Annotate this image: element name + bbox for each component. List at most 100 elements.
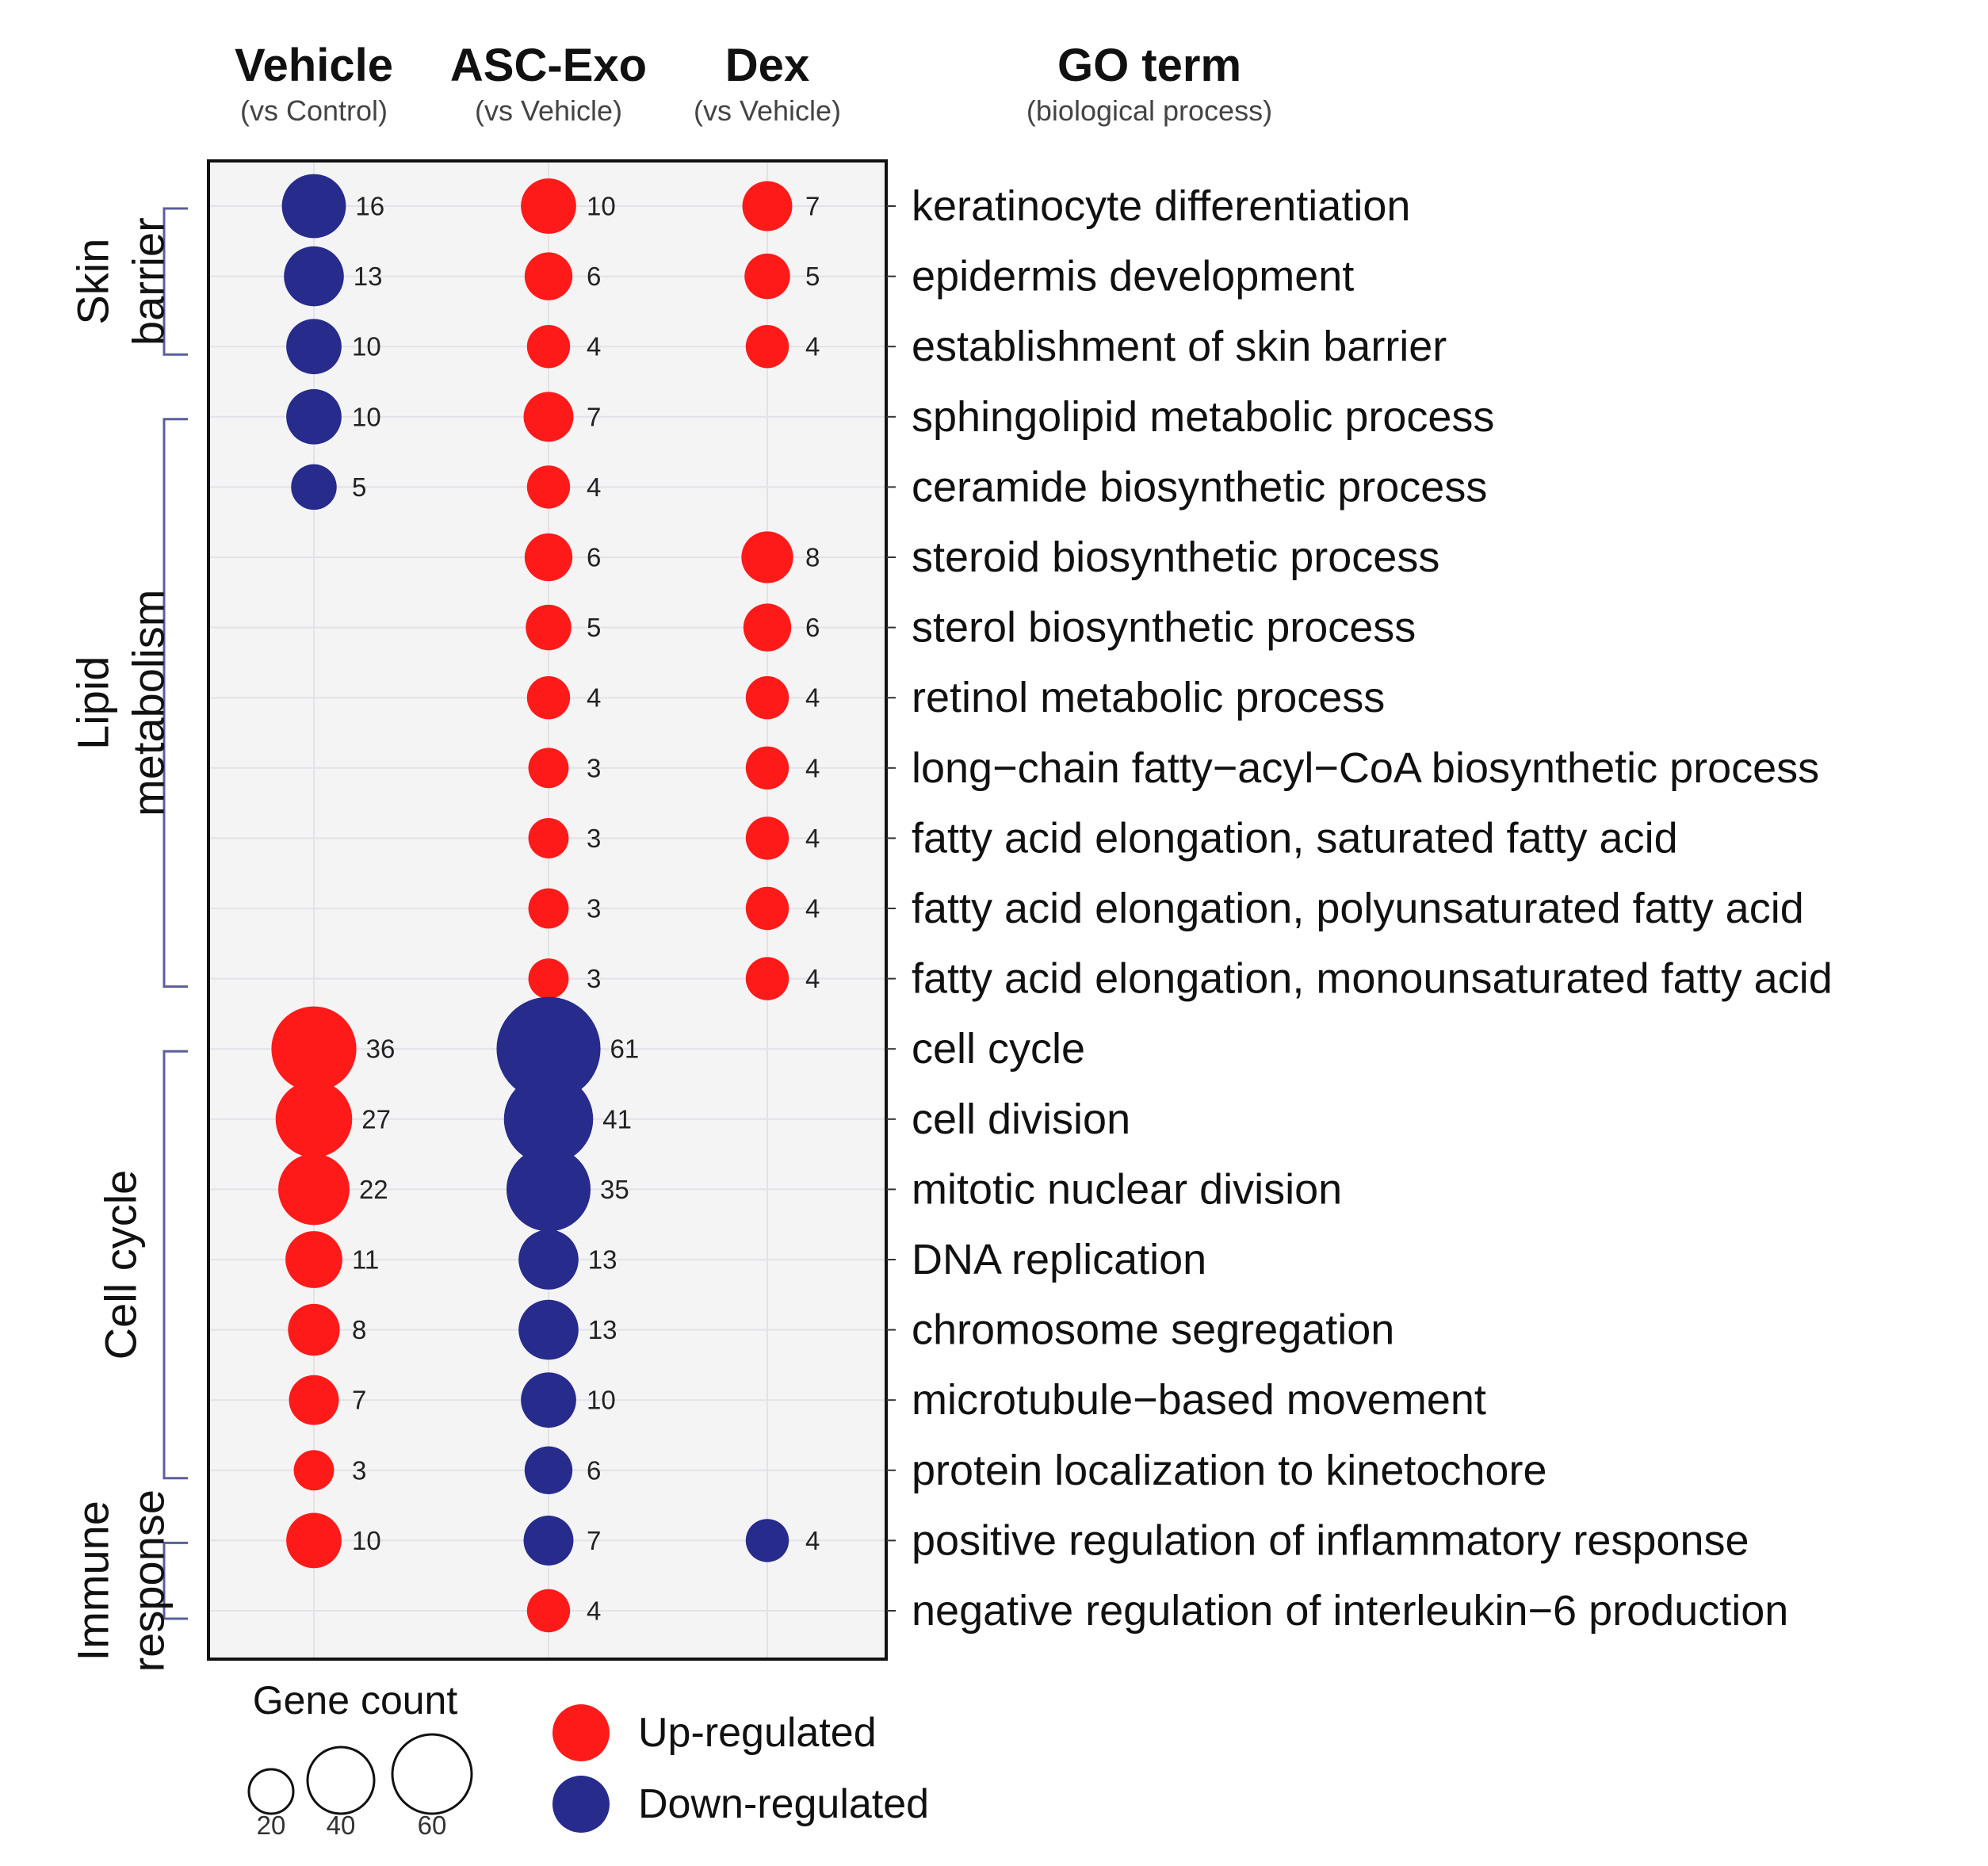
legend-size-title: Gene count [253,1678,458,1723]
go-term-label: long−chain fatty−acyl−CoA biosynthetic p… [912,744,1819,792]
go-term-label: cell cycle [912,1025,1085,1073]
go-term-label: sphingolipid metabolic process [912,393,1494,441]
group-label: response [124,1489,174,1672]
count-label: 6 [587,262,601,291]
group-label: Cell cycle [96,1170,146,1360]
count-label: 3 [587,824,601,853]
go-term-label: negative regulation of interleukin−6 pro… [912,1587,1788,1635]
group-label: Immune [68,1501,118,1661]
go-term-label: retinol metabolic process [912,674,1385,721]
group-label: Lipid [68,656,118,750]
bubble-up [288,1303,340,1356]
count-label: 27 [361,1104,391,1134]
count-label: 41 [602,1104,632,1134]
count-label: 13 [588,1315,617,1344]
legend-down-swatch [552,1776,610,1833]
count-label: 4 [805,824,820,853]
count-label: 8 [352,1315,366,1344]
column-title: GO term [1057,40,1241,91]
count-label: 10 [587,192,616,221]
go-term-label: fatty acid elongation, monounsaturated f… [912,955,1833,1003]
bubble-up [271,1006,357,1092]
bubble-up [745,957,789,1000]
group-label: metabolism [124,590,174,816]
bubble-up [528,817,569,858]
count-label: 35 [600,1175,629,1204]
count-label: 7 [587,402,601,431]
column-title: ASC-Exo [450,40,647,91]
count-label: 36 [366,1034,396,1064]
bubble-up [743,603,792,652]
bubble-up [745,325,789,369]
bubble-down [521,1372,576,1428]
column-subtitle: (vs Vehicle) [694,94,841,127]
legend-size-circle [247,1768,295,1815]
count-label: 10 [352,332,381,361]
count-label: 13 [354,262,383,291]
group-label: barrier [124,217,174,346]
bubble-down [281,174,346,239]
group-brackets: Skin barrier Lipid metabolism Cell cycle Immu… [68,207,188,1672]
bubble-down [745,1519,789,1562]
go-term-label: cell division [912,1096,1130,1143]
legend-size-value: 20 [257,1811,286,1840]
column-title: Dex [725,40,809,91]
count-label: 5 [352,472,366,502]
bubble-down [523,1515,574,1566]
bubble-up [521,178,576,234]
count-label: 4 [805,1526,820,1555]
count-label: 4 [587,683,601,713]
go-term-label: keratinocyte differentiation [912,182,1410,230]
bubble-up [524,533,573,582]
go-term-label: protein localization to kinetochore [912,1447,1546,1494]
count-label: 4 [805,683,820,713]
go-term-label: chromosome segregation [912,1306,1394,1354]
count-label: 3 [587,753,601,782]
count-label: 5 [587,613,601,642]
group-bracket [162,1050,188,1480]
count-label: 7 [587,1526,601,1555]
bubble-up [278,1153,350,1226]
legend-up-label: Up-regulated [638,1710,877,1756]
count-label: 6 [587,1455,601,1485]
column-headers: Vehicle(vs Control)ASC-Exo(vs Vehicle)De… [235,40,1272,127]
go-term-label: DNA replication [912,1236,1206,1283]
bubble-up [524,252,573,300]
bubble-down [503,1074,594,1164]
column-subtitle: (biological process) [1026,94,1272,127]
legend-down-label: Down-regulated [638,1781,929,1827]
count-label: 5 [805,262,820,291]
column-title: Vehicle [235,40,393,91]
bubble-up [745,676,789,720]
count-label: 61 [610,1034,640,1064]
bubble-up [293,1450,335,1491]
count-label: 16 [355,192,384,221]
group-label: Skin [68,239,118,325]
bubble-up [528,888,569,929]
group-bracket [162,418,188,988]
bubble-down [518,1229,579,1290]
bubble-up [742,181,793,231]
bubble-up [526,676,571,720]
bubble-up [285,1231,342,1288]
legend-size-circle [306,1746,376,1815]
count-label: 4 [587,1596,601,1626]
go-term-label: ceramide biosynthetic process [912,463,1487,510]
bubble-up [289,1375,339,1425]
bubble-down [286,319,342,375]
go-term-label: steroid biosynthetic process [912,533,1439,581]
count-label: 7 [352,1386,366,1415]
count-label: 6 [805,613,820,642]
legend: Gene count 20 40 60 Up-regulated Down-regulat… [247,1678,929,1840]
go-term-label: positive regulation of inflammatory resp… [912,1516,1749,1564]
bubble-down [291,464,337,510]
count-label: 4 [587,472,601,502]
bubble-up [528,748,569,789]
count-label: 4 [805,894,820,923]
bubble-up [744,253,790,300]
count-label: 10 [352,1526,381,1555]
count-label: 13 [588,1245,617,1275]
legend-up-swatch [552,1704,610,1761]
